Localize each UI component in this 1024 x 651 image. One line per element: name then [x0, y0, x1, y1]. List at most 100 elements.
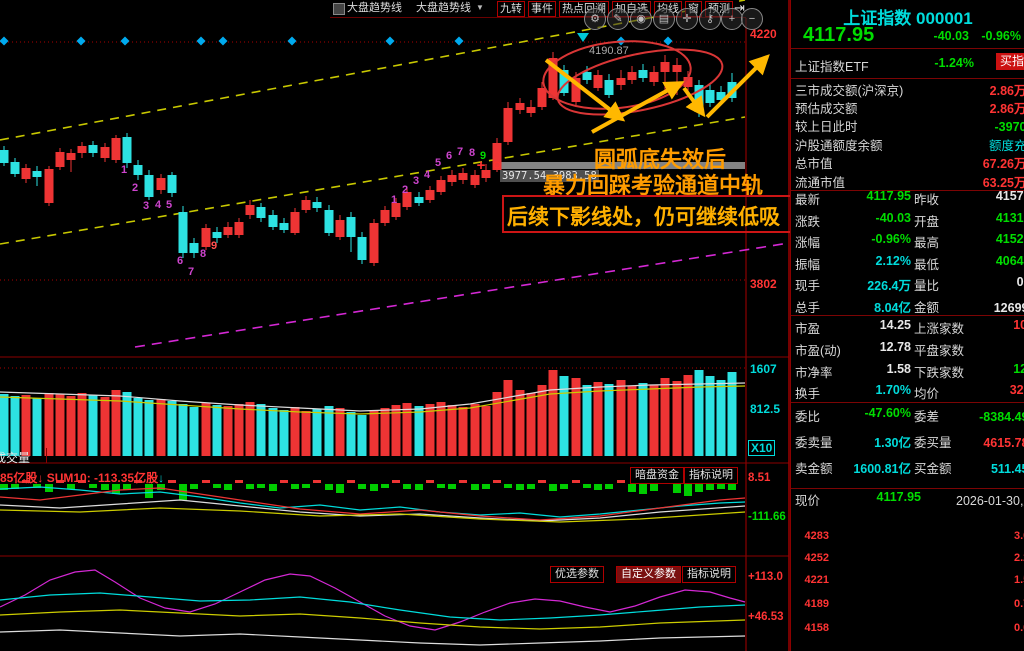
quote-value: 226.4万 [867, 279, 911, 293]
volume-axis-label: 1607 [750, 362, 777, 376]
svg-text:6: 6 [446, 150, 452, 162]
ratio-value: 14.25 [879, 318, 911, 332]
ratio-label: 上涨家数 [914, 322, 965, 336]
order-label: 卖金额 [795, 462, 833, 476]
volume-pane-label: 成交量 [0, 451, 31, 465]
trendline-checkbox-label[interactable]: 大盘趋势线 [347, 2, 402, 14]
dark-pool-funds-button[interactable]: 暗盘资金 [630, 467, 684, 484]
svg-text:5: 5 [435, 157, 441, 169]
custom-params-button[interactable]: 自定义参数 [616, 566, 681, 583]
indicator-help-button[interactable]: 指标说明 [684, 467, 738, 484]
svg-text:3: 3 [413, 175, 419, 187]
order-label: 委比 [795, 410, 821, 424]
ratio-value: 1073 [1013, 318, 1024, 332]
quote-label: 金额 [914, 301, 940, 315]
order-value: -8384.49万 [979, 410, 1024, 424]
mini-axis-pct: 2.27% [1014, 552, 1024, 564]
lock-icon[interactable]: ⚷ [699, 8, 721, 30]
volume-scale-badge: X10 [748, 440, 776, 456]
svg-text:2: 2 [132, 182, 138, 194]
svg-text:5: 5 [166, 199, 172, 211]
svg-text:3: 3 [143, 200, 149, 212]
volume-axis-label: 812.5 [750, 402, 781, 416]
ratio-value: 32.95 [1009, 383, 1024, 397]
y-axis-label: 4220 [750, 27, 777, 41]
current-price-label: 现价 [795, 494, 821, 508]
stat-value: -3970亿 [994, 120, 1024, 134]
hand-icon[interactable]: ✛ [676, 8, 698, 30]
quote-value: 4152.85 [995, 232, 1024, 246]
indicator2-max: +113.0 [748, 571, 783, 583]
annotation-text: 圆弧底失效后 [594, 147, 727, 172]
current-date: 2026-01-30,周五 [956, 494, 1024, 508]
svg-text:6: 6 [177, 255, 183, 267]
zoom-out-icon[interactable]: − [741, 8, 763, 30]
ratio-label: 市盈(动) [795, 344, 841, 358]
mini-axis-label: 4221 [804, 574, 829, 586]
svg-text:9: 9 [211, 240, 217, 252]
index-title: 上证指数 000001 [843, 9, 973, 28]
gear-icon[interactable]: ⚙ [584, 8, 606, 30]
svg-text:2: 2 [402, 184, 408, 196]
svg-text:1: 1 [121, 164, 127, 176]
quote-panel: 上证指数 000001 4117.95 -40.03 -0.96% 上证指数ET… [790, 0, 1024, 651]
quote-label: 最高 [914, 236, 940, 250]
chevron-down-icon[interactable]: ▼ [476, 3, 484, 12]
quote-value: 12699亿 [993, 301, 1024, 315]
indicator-help-button[interactable]: 指标说明 [682, 566, 736, 583]
price-tag: 4190.87 [589, 45, 629, 57]
trash-icon[interactable]: ▤ [653, 8, 675, 30]
price-change-pct: -0.96% [981, 29, 1021, 43]
ratio-label: 市盈 [795, 322, 821, 336]
last-price: 4117.95 [803, 24, 875, 46]
collapse-arrow-icon[interactable]: ⇥ [734, 0, 745, 15]
etf-link[interactable]: 上证指数ETF [795, 60, 869, 74]
pencil-icon[interactable]: ✎ [607, 8, 629, 30]
quote-label: 开盘 [914, 215, 940, 229]
stat-label: 流通市值 [795, 176, 846, 190]
stat-label: 总市值 [795, 157, 833, 171]
ratio-label: 平盘家数 [914, 344, 965, 358]
toolbar-button-events[interactable]: 事件 [528, 1, 556, 17]
annotation-text: 后续下影线处，仍可继续低吸 [507, 206, 780, 229]
ratio-value: 1217 [1013, 362, 1024, 376]
quote-value: 8.04亿 [874, 301, 911, 315]
stat-label: 沪股通额度余额 [795, 139, 883, 153]
stat-value: 67.26万亿 [982, 157, 1024, 171]
trendline-checkbox-icon[interactable] [333, 3, 345, 15]
order-label: 委卖量 [795, 436, 833, 450]
toolbar-button-nine-turn[interactable]: 九转 [497, 1, 525, 17]
quote-label: 最新 [795, 193, 821, 207]
ratio-label: 下跌家数 [914, 366, 965, 380]
quote-value: -40.03 [875, 211, 911, 225]
svg-text:9: 9 [480, 150, 486, 162]
stat-label: 较上日此时 [795, 120, 858, 134]
eye-icon[interactable]: ◉ [630, 8, 652, 30]
order-value: 511.45亿 [990, 462, 1024, 476]
volume-label-box: 成交量 [0, 448, 47, 465]
quote-value: 4157.98 [995, 189, 1024, 203]
mini-axis-label: 4283 [804, 530, 829, 542]
annotation-box: 后续下影线处，仍可继续低吸 [502, 195, 793, 233]
down-arrow-icon: ↓ [37, 471, 44, 485]
svg-text:+: + [477, 157, 486, 174]
indicator1-min: -111.66 [748, 511, 786, 523]
trendline-dropdown[interactable]: 大盘趋势线 [416, 2, 471, 14]
zoom-in-icon[interactable]: + [721, 8, 743, 30]
quote-value: 4064.77 [995, 254, 1024, 268]
etf-change-pct: -1.24% [934, 56, 974, 70]
stat-value: 2.86万亿 [989, 84, 1024, 98]
indicator1-max: 8.51 [748, 472, 771, 484]
annotation-text: 暴力回踩考验通道中轨 [543, 173, 764, 198]
mini-axis-label: 4189 [804, 598, 829, 610]
quote-label: 涨跌 [795, 215, 821, 229]
svg-text:4: 4 [155, 199, 162, 211]
preset-params-button[interactable]: 优选参数 [550, 566, 604, 583]
svg-text:7: 7 [188, 266, 194, 278]
mini-axis-pct: 3.00% [1014, 530, 1024, 542]
stat-label: 预估成交额 [795, 102, 858, 116]
buy-index-button[interactable]: 买指数 [996, 53, 1024, 70]
stat-value: 2.86万亿 [989, 102, 1024, 116]
